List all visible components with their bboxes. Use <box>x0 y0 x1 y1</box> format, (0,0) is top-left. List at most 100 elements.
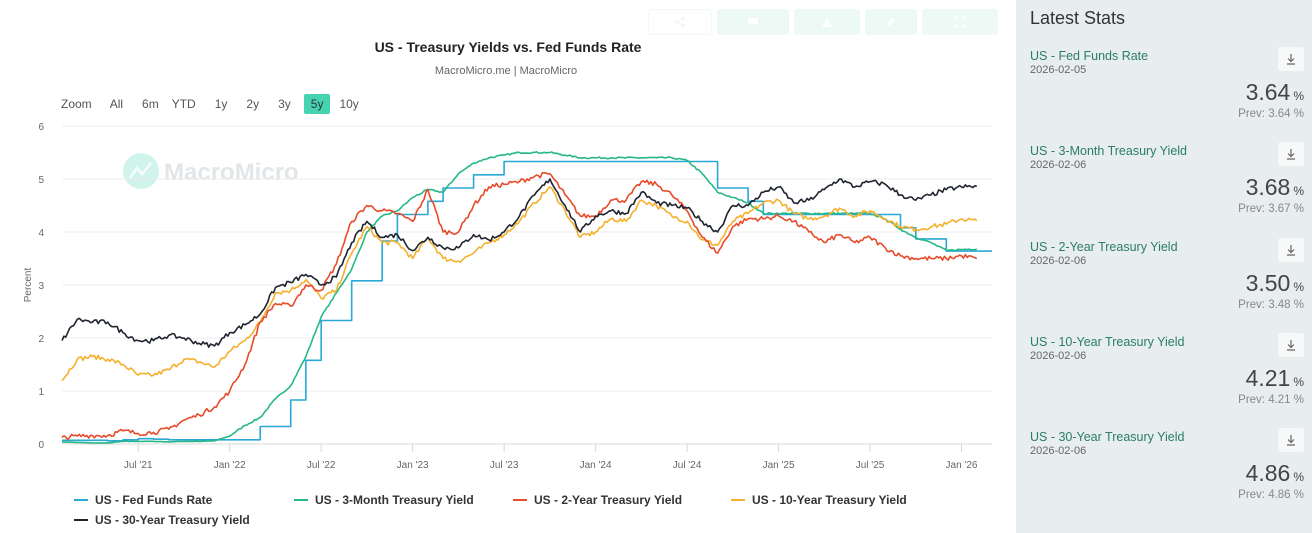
download-button[interactable] <box>1278 332 1304 357</box>
latest-stats-title: Latest Stats <box>1030 8 1126 28</box>
enlarge-button[interactable] <box>922 9 998 35</box>
stat-value-unit: % <box>1293 470 1304 485</box>
stat-value-number: 4.21 <box>1245 364 1291 391</box>
y-tick-label: 4 <box>38 228 44 239</box>
plot-area: MacroMicro 0 1 2 3 4 5 6 Jul '21 Jan '22 Jul '22… <box>23 122 992 471</box>
zoom-option-all[interactable]: All <box>109 97 124 111</box>
y-tick-label: 5 <box>38 175 44 186</box>
series-line-thirty-year[interactable] <box>61 178 978 348</box>
download-icon <box>1287 244 1295 256</box>
x-tick-label: Jan '25 <box>763 460 795 471</box>
series-line-two-year[interactable] <box>61 172 978 441</box>
stat-value-unit: % <box>1293 279 1304 294</box>
stat-name[interactable]: US - 3-Month Treasury Yield <box>1030 144 1188 159</box>
legend-item-fed-funds[interactable]: US - Fed Funds Rate <box>74 493 212 507</box>
y-tick-label: 0 <box>38 440 44 451</box>
download-button[interactable] <box>1278 237 1304 262</box>
zoom-option-1y[interactable]: 1y <box>214 97 228 111</box>
x-tick-label: Jan '22 <box>214 460 246 471</box>
stat-prev: Prev: 3.48 % <box>1238 298 1304 311</box>
stat-value-unit: % <box>1293 374 1304 389</box>
stat-value: 3.64% <box>1246 79 1304 106</box>
watermark-logo: MacroMicro <box>123 153 299 189</box>
stat-name[interactable]: US - 10-Year Treasury Yield <box>1030 334 1185 349</box>
stat-item: US - 2-Year Treasury Yield 2026-02-06 3.50… <box>1016 237 1312 335</box>
x-tick-label: Jul '24 <box>673 460 702 471</box>
y-tick-label: 2 <box>38 334 44 345</box>
legend-label: US - 2-Year Treasury Yield <box>534 493 683 507</box>
stat-name[interactable]: US - 2-Year Treasury Yield <box>1030 239 1178 254</box>
edit-icon <box>887 18 895 26</box>
stat-name[interactable]: US - Fed Funds Rate <box>1030 49 1149 63</box>
stat-value-number: 3.50 <box>1245 269 1291 296</box>
stat-prev: Prev: 3.64 % <box>1238 108 1304 120</box>
image-icon <box>822 17 832 27</box>
legend-item-10-year[interactable]: US - 10-Year Treasury Yield <box>731 493 907 507</box>
x-tick-label: Jan '23 <box>397 460 429 471</box>
chart-toolbar <box>648 9 998 35</box>
download-icon <box>1287 149 1295 160</box>
chart-title-text: US - Treasury Yields vs. Fed Funds Rate <box>374 39 642 55</box>
stat-name[interactable]: US - 30-Year Treasury Yield <box>1030 430 1185 445</box>
legend-item-3-month[interactable]: US - 3-Month Treasury Yield <box>294 493 474 507</box>
stat-prev: Prev: 4.86 % <box>1238 489 1304 502</box>
share-button[interactable] <box>648 9 712 35</box>
download-icon <box>1287 339 1295 351</box>
legend-swatch <box>74 519 88 521</box>
stat-date: 2026-02-06 <box>1030 349 1087 362</box>
legend-label: US - 10-Year Treasury Yield <box>752 493 907 507</box>
y-tick-label: 6 <box>38 122 44 133</box>
chart-subtitle: MacroMicro.me | MacroMicro <box>434 65 578 77</box>
stat-value: 4.21% <box>1246 365 1304 392</box>
edit-button[interactable] <box>865 9 917 35</box>
stat-value-unit: % <box>1293 89 1304 103</box>
stat-date: 2026-02-05 <box>1030 64 1087 76</box>
zoom-option-10y[interactable]: 10y <box>339 97 359 111</box>
chart-title: US - Treasury Yields vs. Fed Funds Rate <box>0 39 1012 55</box>
legend-label: US - 3-Month Treasury Yield <box>315 493 474 507</box>
legend-label: US - 30-Year Treasury Yield <box>95 513 250 527</box>
download-button[interactable] <box>1278 47 1304 71</box>
chart-container: US - Treasury Yields vs. Fed Funds Rate … <box>0 9 1012 527</box>
stat-item: US - 10-Year Treasury Yield 2026-02-06 4.2… <box>1016 332 1312 430</box>
series-line-fed-funds[interactable] <box>62 160 992 442</box>
x-tick-label: Jul '22 <box>307 460 336 471</box>
latest-stats-panel: Latest Stats US - Fed Funds Rate 2026-02-… <box>1016 0 1312 533</box>
stat-prev: Prev: 4.21 % <box>1238 393 1304 406</box>
series-line-three-month[interactable] <box>61 151 978 444</box>
stat-prev: Prev: 3.67 % <box>1238 203 1304 216</box>
zoom-option-6m[interactable]: 6m <box>142 97 159 111</box>
x-tick-label: Jan '24 <box>580 460 612 471</box>
comment-button[interactable] <box>717 9 789 35</box>
zoom-selector: Zoom All 6m YTD 1y 2y 3y 5y 10y <box>61 94 368 114</box>
stat-value: 3.50% <box>1246 270 1304 297</box>
zoom-option-3y[interactable]: 3y <box>278 97 291 111</box>
stat-item: US - Fed Funds Rate 2026-02-05 3.64% Prev: … <box>1016 47 1312 144</box>
stat-item: US - 3-Month Treasury Yield 2026-02-06 3.6… <box>1016 142 1312 239</box>
download-button[interactable] <box>1278 428 1304 453</box>
x-tick-label: Jul '25 <box>856 460 885 471</box>
x-tick-label: Jul '23 <box>490 460 519 471</box>
stat-value-number: 3.64 <box>1245 79 1291 105</box>
stat-value-number: 4.86 <box>1245 460 1291 487</box>
legend-item-2-year[interactable]: US - 2-Year Treasury Yield <box>513 493 682 507</box>
series-line-ten-year[interactable] <box>61 186 978 381</box>
stat-value-unit: % <box>1293 184 1304 199</box>
legend-swatch <box>294 499 308 501</box>
stat-date: 2026-02-06 <box>1030 445 1087 458</box>
download-icon <box>1287 54 1295 65</box>
image-button[interactable] <box>794 9 860 35</box>
stat-value: 3.68% <box>1246 174 1304 201</box>
x-tick-label: Jul '21 <box>124 460 153 471</box>
x-tick-label: Jan '26 <box>946 460 978 471</box>
stat-value-number: 3.68 <box>1245 174 1291 201</box>
stat-date: 2026-02-06 <box>1030 159 1087 172</box>
zoom-option-2y[interactable]: 2y <box>246 97 260 111</box>
stat-value: 4.86% <box>1246 460 1304 487</box>
download-button[interactable] <box>1278 142 1304 167</box>
share-icon <box>675 16 685 28</box>
zoom-option-5y[interactable]: 5y <box>303 94 331 114</box>
y-tick-label: 1 <box>38 387 44 398</box>
legend-item-30-year[interactable]: US - 30-Year Treasury Yield <box>74 513 250 527</box>
zoom-option-ytd[interactable]: YTD <box>171 97 196 111</box>
